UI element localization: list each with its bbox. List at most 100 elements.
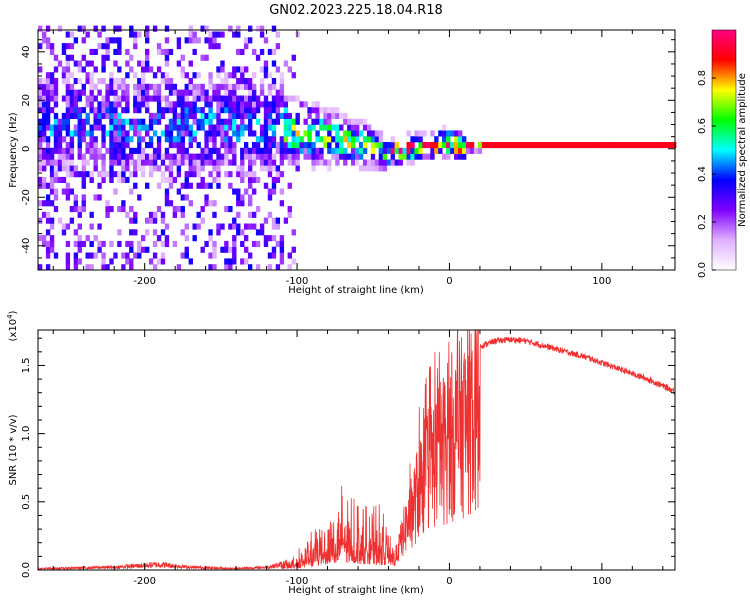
heatmap-cell-1423 [355,124,360,131]
heatmap-cell-986 [228,118,233,125]
heatmap-cell-210 [73,194,79,201]
heatmap-cell-1463 [382,159,388,166]
heatmap-cell-1543 [462,136,467,143]
heatmap-cell-991 [228,89,233,96]
heatmap-cell-851 [204,240,209,248]
heatmap-cell-1002 [232,188,237,195]
heatmap-cell-121 [57,217,63,224]
heatmap-cell-1589 [632,142,637,149]
heatmap-cell-1387 [335,130,340,137]
heatmap-cell-38 [42,112,47,120]
heatmap-cell-458 [121,136,126,143]
heatmap-cell-904 [212,136,217,143]
heatmap-cell-329 [97,153,102,160]
heatmap-cell-1581 [600,142,605,149]
heatmap-cell-1324 [303,118,308,125]
heatmap-cell-593 [148,153,154,160]
heatmap-cell-1161 [263,182,269,189]
heatmap-cell-451 [121,176,126,184]
heatmap-cell-358 [101,66,106,73]
heatmap-cell-1384 [335,147,340,154]
heatmap-cell-326 [97,194,102,201]
heatmap-cell-638 [156,43,162,50]
heatmap-cell-459 [121,130,126,137]
heatmap-cell-1016 [232,72,237,79]
heatmap-cell-1238 [275,95,281,102]
heatmap-cell-1009 [232,118,237,125]
heatmap-cell-152 [65,264,71,271]
heatmap-cell-1519 [442,136,447,143]
heatmap-cell-299 [89,89,94,96]
heatmap-cell-929 [216,95,221,102]
heatmap-cell-645 [160,176,166,184]
heatmap-cell-1140 [255,25,261,32]
heatmap-cell-1485 [406,147,411,154]
heatmap-cell-170 [65,107,71,114]
heatmap-cell-354 [101,107,106,114]
heatmap-cell-617 [152,83,158,90]
heatmap-cell-202 [69,31,75,38]
heatmap-cell-416 [113,95,118,102]
heatmap-cell-1429 [358,130,364,137]
heatmap-cell-395 [109,107,114,114]
heatmap-cell-767 [184,124,189,131]
heatmap-cell-959 [224,159,229,166]
heatmap-cell-72 [45,43,51,50]
heatmap-cell-867 [204,37,209,44]
heatmap-cell-245 [77,25,82,32]
heatmap-cell-1372 [327,124,332,131]
heatmap-cell-783 [188,153,193,160]
heatmap-cell-290 [89,153,94,160]
heatmap-cell-1428 [358,142,364,149]
heatmap-cell-1392 [339,147,344,154]
heatmap-cell-755 [184,252,189,259]
heatmap-cell-144 [61,118,67,125]
heatmap-cell-419 [113,78,118,85]
heatmap-cell-734 [180,229,185,236]
heatmap-cell-304 [89,48,94,56]
heatmap-cell-407 [113,147,118,154]
heatmap-cell-376 [105,54,110,61]
heatmap-y-axis-label: Frequency (Hz) [8,112,19,188]
heatmap-cell-1264 [283,153,289,160]
heatmap-cell-314 [93,124,98,131]
heatmap-cell-570 [145,159,150,166]
heatmap-cell-966 [224,118,229,125]
heatmap-cell-1031 [236,107,241,114]
heatmap-cell-234 [77,136,82,143]
heatmap-cell-1157 [259,25,265,32]
heatmap-cell-583 [145,48,150,56]
heatmap-cell-427 [117,176,122,184]
heatmap-cell-807 [192,112,197,120]
heatmap-cell-1523 [446,147,451,154]
heatmap-cell-324 [97,240,102,248]
heatmap-cell-1513 [434,136,439,143]
snr-y-tick-label-3: 1.5 [21,358,32,374]
heatmap-cell-618 [152,72,158,79]
heatmap-cell-1112 [252,171,257,178]
heatmap-cell-8 [38,153,43,160]
heatmap-cell-1555 [497,142,502,149]
heatmap-cell-820 [196,171,201,178]
heatmap-cell-1328 [307,142,312,149]
heatmap-cell-491 [129,229,134,236]
heatmap-cell-1131 [255,153,261,160]
heatmap-cell-901 [212,159,217,166]
heatmap-cell-492 [129,217,134,224]
heatmap-cell-448 [121,252,126,259]
heatmap-cell-1226 [275,240,281,248]
heatmap-cell-50 [45,240,51,248]
heatmap-cell-682 [168,176,174,184]
heatmap-cell-23 [38,25,43,32]
heatmap-cell-1490 [410,147,415,154]
heatmap-cell-92 [49,95,55,102]
heatmap-cell-523 [133,72,138,79]
heatmap-cell-1316 [299,147,304,154]
heatmap-cell-1283 [287,147,292,154]
heatmap-cell-1062 [240,48,245,56]
heatmap-cell-1309 [295,142,300,149]
heatmap-cell-262 [81,83,86,90]
heatmap-cell-339 [97,31,102,38]
colorbar-tick-label-3: 0.6 [697,118,708,134]
heatmap-cell-317 [93,107,98,114]
